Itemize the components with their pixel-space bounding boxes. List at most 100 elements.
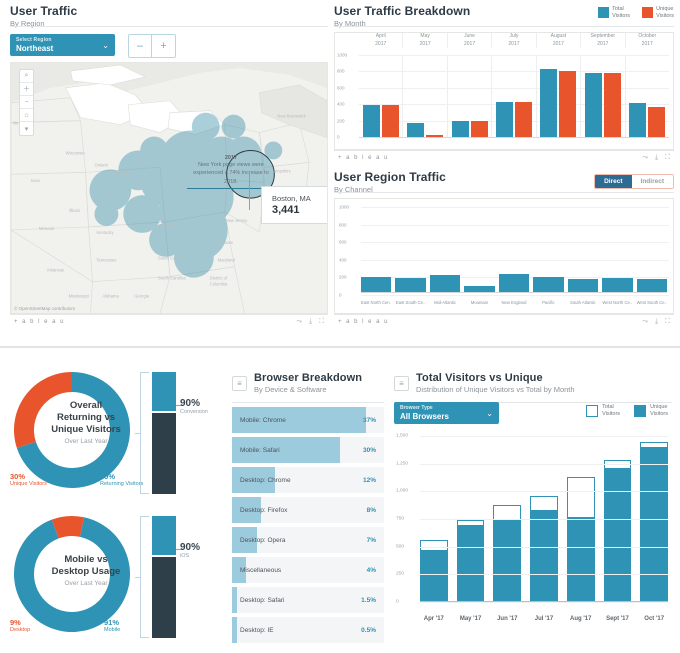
download-icon[interactable]: ⤓ <box>654 153 659 161</box>
legend-label-unique: Unique Visitors <box>650 404 668 417</box>
zoom-out-icon[interactable]: − <box>20 96 33 109</box>
tvu-chart[interactable]: Apr '17 May '17 Jun '17 Jul '17 Aug '17 Sept … <box>394 434 672 624</box>
bar-unique[interactable] <box>381 105 399 137</box>
gridline <box>359 71 669 73</box>
channel-toggle[interactable]: Direct Indirect <box>594 174 674 189</box>
region-chart[interactable]: 0 200 400 600 800 1000 East North Cen.. East So… <box>334 198 674 314</box>
menu-icon[interactable]: ≡ <box>232 375 247 391</box>
bar-unique[interactable] <box>514 102 532 137</box>
fullscreen-icon[interactable]: ⛶ <box>665 317 670 325</box>
select-region-dropdown[interactable]: Select Region Northeast ⌄ <box>10 34 115 56</box>
search-icon[interactable]: ⌕ <box>20 70 33 83</box>
region-bar[interactable] <box>395 278 426 293</box>
y-tick-label: 1,250 <box>396 461 409 467</box>
region-bar[interactable] <box>567 278 599 293</box>
legend-item-total-visitors[interactable]: Total Visitors <box>598 6 630 20</box>
region-bar[interactable] <box>602 277 633 293</box>
region-bar[interactable] <box>464 285 495 293</box>
browser-percent: 8% <box>366 506 376 514</box>
legend-item-total[interactable]: Total Visitors <box>586 404 620 418</box>
x-tick-label: Oct '17 <box>644 616 665 622</box>
bar-unique-visitors[interactable] <box>456 524 485 602</box>
svg-text:Illinois: Illinois <box>69 208 81 213</box>
breakdown-chart[interactable]: 1000 800 600 400 200 0 April 2017 May 2017 June 201… <box>334 32 674 150</box>
bar-unique-visitors[interactable] <box>603 468 632 602</box>
ios-bar-top <box>152 516 176 556</box>
donut2-ios-bar[interactable] <box>152 516 176 638</box>
y-tick-label: 600 <box>337 85 345 91</box>
tvu-column <box>566 436 595 602</box>
browser-bar-fill <box>232 557 247 583</box>
share-icon[interactable]: ⤳ <box>642 317 648 325</box>
share-icon[interactable]: ⤳ <box>642 153 648 161</box>
download-icon[interactable]: ⤓ <box>308 317 313 325</box>
bar-unique[interactable] <box>648 107 666 137</box>
pin-icon[interactable]: ▾ <box>24 125 29 133</box>
region-bar[interactable] <box>361 276 392 293</box>
browser-bar-fill <box>232 617 237 643</box>
browser-row[interactable]: Desktop: IE 0.5% <box>232 617 384 643</box>
bar-total[interactable] <box>540 68 558 137</box>
donut-chart-returning[interactable] <box>2 362 142 504</box>
minus-button[interactable]: – <box>129 35 152 57</box>
fullscreen-icon[interactable]: ⛶ <box>319 317 324 325</box>
menu-icon[interactable]: ≡ <box>394 375 409 391</box>
donut1-conversion-bar[interactable] <box>152 372 176 494</box>
browser-row[interactable]: Desktop: Opera 7% <box>232 527 384 553</box>
zoom-in-icon[interactable]: ＋ <box>20 83 33 96</box>
bar-group <box>624 55 669 137</box>
bar-total[interactable] <box>451 121 469 137</box>
donut-slice-returning-visitors[interactable] <box>16 372 130 488</box>
toggle-direct[interactable]: Direct <box>595 175 632 188</box>
browser-row[interactable]: Desktop: Firefox 8% <box>232 497 384 523</box>
donut2-right-label: 91% Mobile <box>104 618 121 633</box>
browser-row[interactable]: Mobile: Safari 30% <box>232 437 384 463</box>
home-icon[interactable]: ⌂ <box>20 109 33 122</box>
bar-unique-visitors[interactable] <box>640 447 669 602</box>
region-bar[interactable] <box>429 275 461 293</box>
month-header: June 2017 <box>446 33 491 48</box>
bar-unique[interactable] <box>559 71 577 137</box>
donut-slice-desktop[interactable] <box>51 516 85 539</box>
tableau-logo: + a b l e a u <box>338 154 390 161</box>
month-header: April 2017 <box>375 33 387 47</box>
bar-unique-visitors[interactable] <box>530 510 558 602</box>
legend-item-unique-visitors[interactable]: Unique Visitors <box>642 6 674 20</box>
bar-unique[interactable] <box>426 134 444 137</box>
bar-total[interactable] <box>584 73 602 137</box>
plus-button[interactable]: + <box>160 40 167 52</box>
browser-row[interactable]: Desktop: Safari 1.5% <box>232 587 384 613</box>
region-bar[interactable] <box>533 277 564 293</box>
bar-unique[interactable] <box>603 73 621 137</box>
donut-slice-mobile[interactable] <box>13 517 131 632</box>
download-icon[interactable]: ⤓ <box>654 317 659 325</box>
region-title: User Region Traffic <box>334 170 446 184</box>
donut-center-text: Overall Returning vs Unique Visitors Ove… <box>38 400 134 445</box>
bar-total[interactable] <box>407 123 425 137</box>
y-tick-label: 200 <box>339 274 347 280</box>
map-tools[interactable]: ⌕ ＋ − ⌂ ▾ <box>19 69 34 136</box>
fullscreen-icon[interactable]: ⛶ <box>665 153 670 161</box>
legend-item-unique[interactable]: Unique Visitors <box>634 404 668 418</box>
browser-row[interactable]: Mobile: Chrome 37% <box>232 407 384 433</box>
region-bar[interactable] <box>498 274 530 293</box>
bar-total[interactable] <box>362 105 380 137</box>
donut-chart-mobile[interactable] <box>2 506 142 648</box>
bar-total[interactable] <box>495 101 513 137</box>
browser-row[interactable]: Miscellaneous 4% <box>232 557 384 583</box>
bar-unique-visitors[interactable] <box>493 519 522 602</box>
bar-unique[interactable] <box>470 121 488 137</box>
bar-unique-visitors[interactable] <box>566 516 595 602</box>
region-bar[interactable] <box>636 278 667 293</box>
browser-type-dropdown[interactable]: Browser Type All Browsers ⌄ <box>394 402 499 424</box>
bar-unique-visitors[interactable] <box>420 550 448 602</box>
share-icon[interactable]: ⤳ <box>296 317 302 325</box>
toggle-indirect[interactable]: Indirect <box>631 175 673 188</box>
bar-total[interactable] <box>629 102 647 137</box>
browser-name: Desktop: IE <box>240 626 274 634</box>
conversion-bar-top <box>152 372 176 412</box>
divider <box>334 192 674 193</box>
donut-slice-unique-visitors[interactable] <box>13 372 72 448</box>
browser-row[interactable]: Desktop: Chrome 12% <box>232 467 384 493</box>
